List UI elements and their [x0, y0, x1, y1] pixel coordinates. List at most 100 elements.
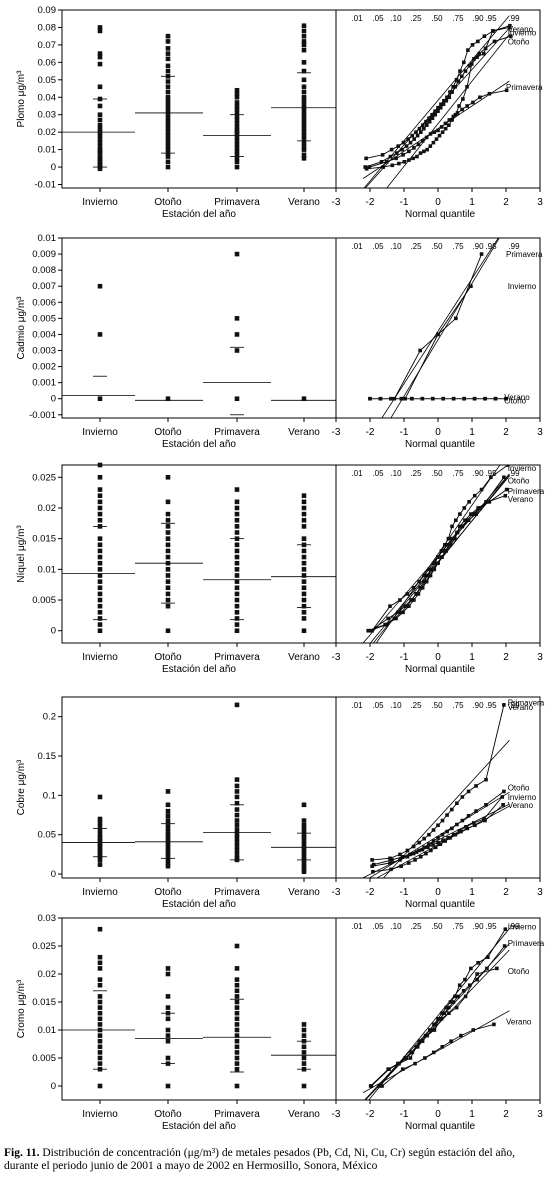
qq-point: [458, 69, 462, 73]
data-point: [165, 396, 171, 402]
x-category-label: Verano: [288, 652, 320, 663]
qq-point: [426, 845, 430, 850]
data-point: [301, 579, 307, 584]
qq-x-tick-label: 2: [503, 197, 509, 208]
data-point: [234, 135, 240, 140]
data-point: [234, 818, 240, 823]
data-point: [165, 56, 171, 62]
qq-point: [440, 818, 445, 823]
qq-point: [397, 161, 401, 166]
qq-point: [471, 512, 475, 516]
data-point: [165, 841, 171, 847]
qq-point: [394, 616, 398, 621]
qq-point: [489, 475, 493, 480]
data-point: [165, 966, 171, 971]
qq-plot: [362, 15, 513, 188]
data-point: [234, 840, 240, 845]
data-point: [234, 994, 240, 999]
data-point: [234, 103, 240, 109]
probability-label: .05: [372, 469, 384, 478]
qq-point: [461, 989, 466, 993]
qq-point: [378, 396, 383, 401]
data-point: [97, 610, 103, 615]
qq-point: [460, 795, 465, 799]
data-point: [234, 827, 240, 833]
probability-label: .50: [431, 922, 443, 931]
data-point: [234, 807, 240, 812]
data-point: [97, 129, 103, 135]
qq-x-axis-label: Normal quantile: [405, 664, 475, 675]
qq-point: [453, 994, 457, 999]
qq-point: [481, 51, 486, 56]
qq-point: [478, 506, 482, 510]
data-point: [165, 51, 171, 56]
qq-point: [420, 396, 425, 401]
data-point: [97, 847, 103, 852]
qq-point: [429, 1028, 434, 1032]
qq-point: [503, 493, 508, 498]
data-point: [165, 597, 171, 603]
qq-x-tick-label: -1: [400, 197, 409, 208]
probability-label: .90: [472, 242, 484, 251]
qq-series-label: Primavera: [506, 83, 543, 92]
qq-x-tick-label: 3: [537, 427, 543, 438]
qq-point: [408, 140, 413, 145]
qq-point: [448, 1000, 453, 1004]
x-category-label: Invierno: [82, 887, 118, 898]
qq-point: [451, 114, 456, 119]
data-point: [301, 848, 307, 853]
qq-point: [427, 567, 431, 572]
qq-point: [444, 1005, 448, 1010]
qq-series-label: Otoño: [508, 37, 530, 46]
qq-point: [418, 151, 423, 155]
data-point: [234, 1005, 240, 1010]
data-point: [301, 835, 307, 841]
qq-x-tick-label: -1: [400, 887, 409, 898]
data-point: [301, 505, 307, 511]
qq-point: [469, 966, 473, 971]
data-point: [301, 826, 307, 831]
data-point: [165, 133, 171, 138]
data-point: [165, 813, 171, 819]
data-point: [234, 511, 240, 517]
data-point: [301, 101, 307, 107]
y-axis-label: Níquel μg/m³: [16, 525, 27, 583]
y-tick-label: 0.006: [32, 297, 56, 308]
y-tick-label: 0.001: [32, 378, 56, 389]
data-point: [234, 1061, 240, 1066]
probability-label: .25: [410, 922, 422, 931]
data-point: [234, 124, 240, 130]
qq-point: [398, 598, 402, 602]
qq-point: [437, 133, 442, 138]
data-point: [165, 857, 171, 863]
data-point: [234, 524, 240, 529]
data-point: [301, 98, 307, 104]
qq-series-label: Verano: [506, 1018, 532, 1027]
qq-x-tick-label: 3: [537, 197, 543, 208]
qq-point: [502, 475, 506, 480]
qq-point: [428, 132, 433, 136]
qq-point: [444, 549, 448, 553]
data-point: [165, 101, 171, 107]
qq-point: [424, 135, 429, 140]
data-point: [301, 591, 307, 597]
y-tick-label: 0: [51, 394, 56, 405]
x-axis-label: Estación del año: [162, 209, 236, 220]
data-point: [97, 837, 103, 843]
data-point: [97, 585, 103, 591]
qq-point: [453, 84, 458, 89]
qq-point: [415, 1045, 420, 1049]
qq-point: [387, 1067, 391, 1071]
data-point: [97, 1061, 103, 1066]
data-point: [97, 126, 103, 131]
qq-x-tick-label: 3: [537, 887, 543, 898]
data-point: [301, 860, 307, 866]
qq-x-tick-label: -1: [400, 652, 409, 663]
data-point: [165, 33, 171, 39]
y-tick-label: 0.09: [38, 5, 57, 16]
qq-point: [445, 542, 449, 547]
data-point: [234, 822, 240, 828]
qq-point: [431, 843, 435, 847]
data-point: [97, 816, 103, 822]
data-point: [97, 1016, 103, 1022]
